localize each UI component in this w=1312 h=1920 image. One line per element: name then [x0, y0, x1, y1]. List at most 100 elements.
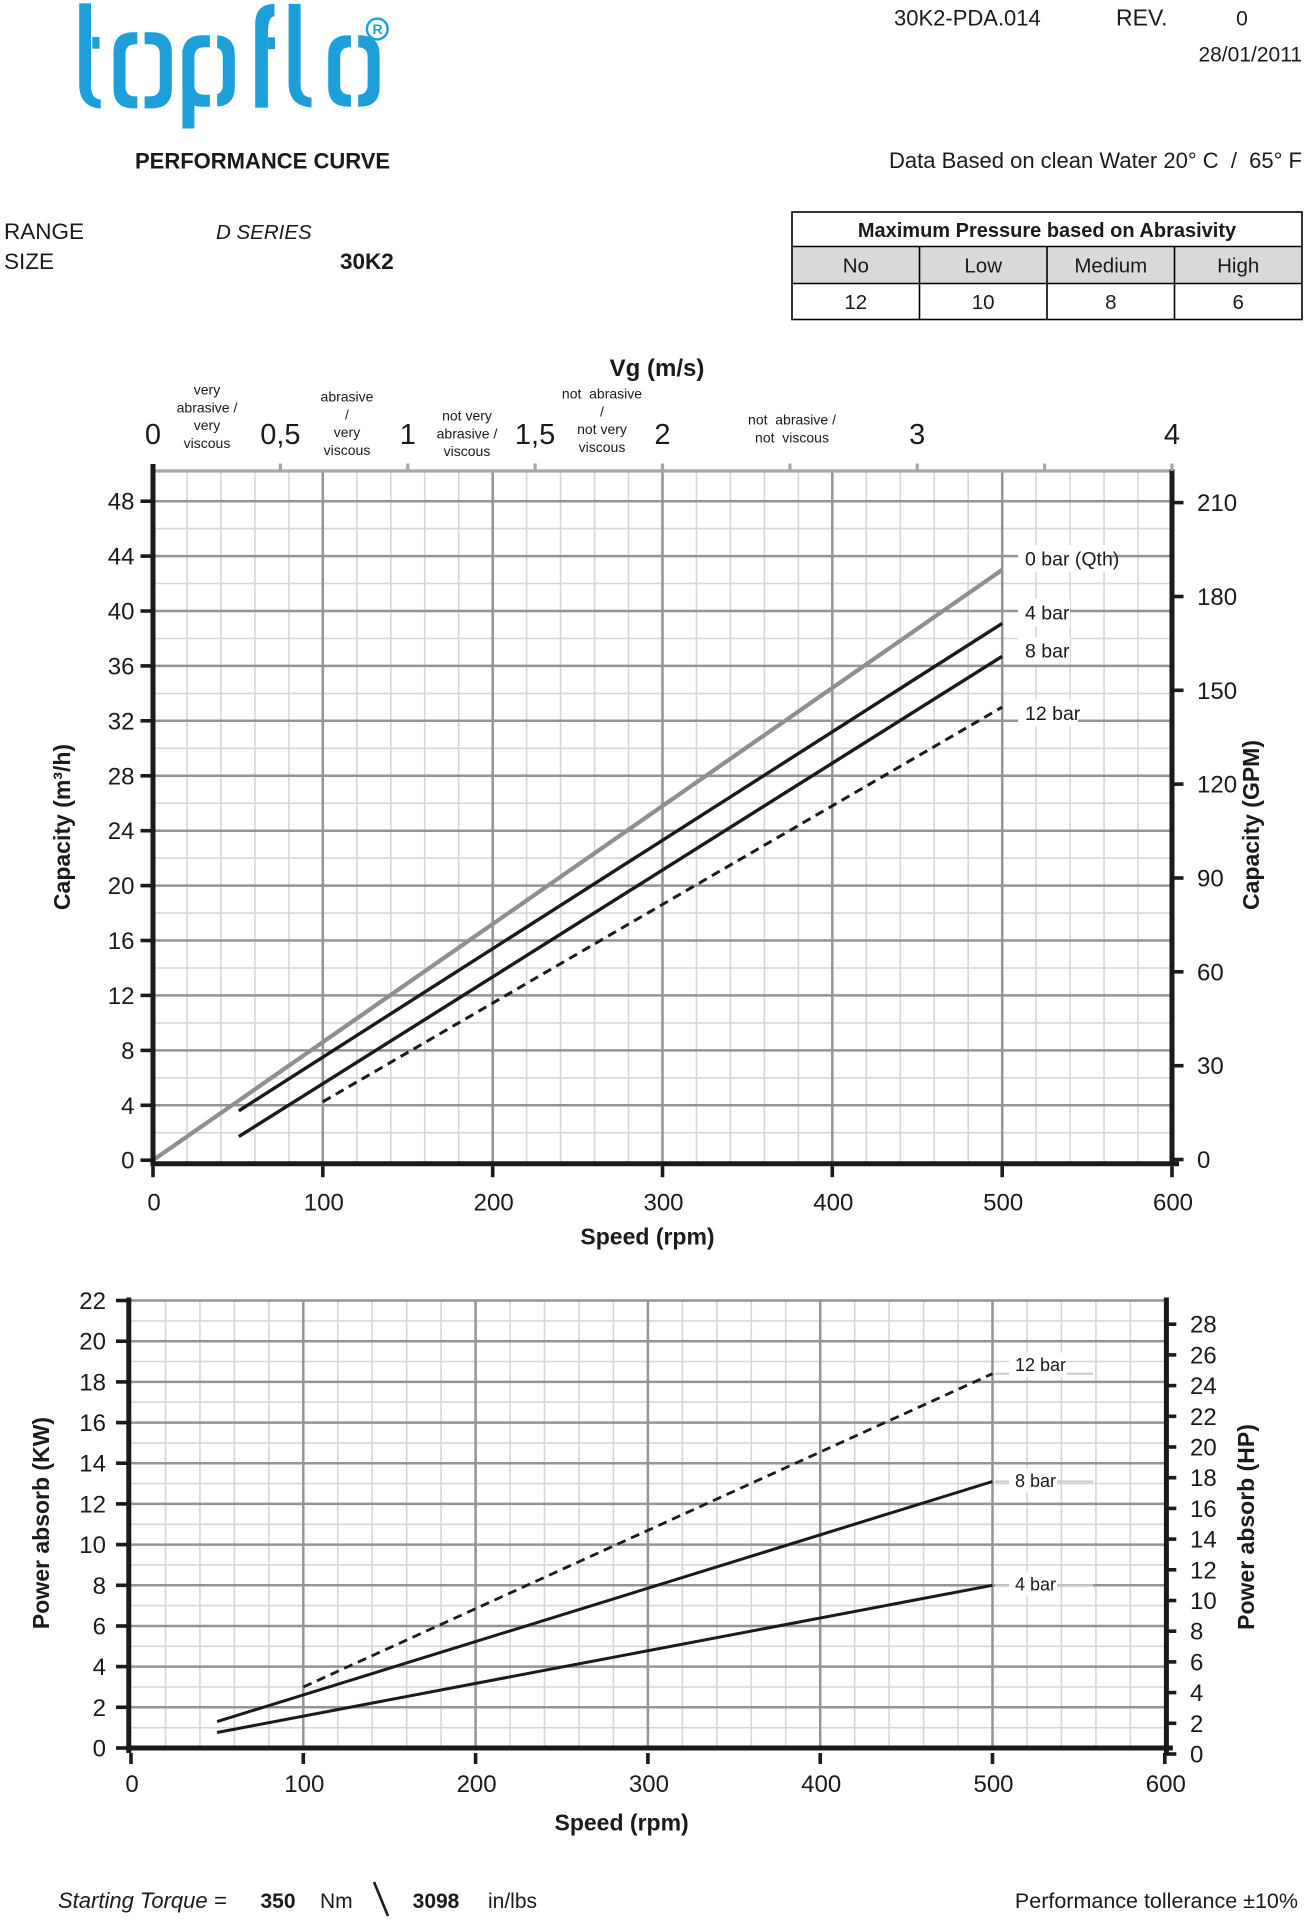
svg-text:abrasive /: abrasive /	[437, 425, 498, 441]
svg-text:22: 22	[1190, 1404, 1217, 1431]
svg-text:0: 0	[147, 1190, 160, 1217]
svg-text:0: 0	[1236, 8, 1248, 31]
svg-text:R: R	[372, 21, 382, 37]
svg-text:48: 48	[108, 489, 135, 516]
svg-text:20: 20	[108, 873, 135, 900]
svg-text:0: 0	[125, 1771, 138, 1798]
svg-text:500: 500	[973, 1771, 1013, 1798]
svg-text:6: 6	[1190, 1649, 1203, 1676]
svg-text:viscous: viscous	[444, 443, 491, 459]
svg-text:500: 500	[983, 1190, 1023, 1217]
svg-text:6: 6	[93, 1614, 106, 1641]
svg-text:600: 600	[1146, 1771, 1186, 1798]
svg-text:2: 2	[1190, 1711, 1203, 1738]
svg-text:20: 20	[1190, 1435, 1217, 1462]
svg-text:very: very	[334, 424, 360, 440]
svg-text:12 bar: 12 bar	[1025, 703, 1081, 725]
svg-text:very: very	[194, 382, 220, 398]
svg-text:12: 12	[844, 291, 867, 314]
svg-text:very: very	[194, 417, 220, 433]
svg-text:8 bar: 8 bar	[1015, 1471, 1056, 1491]
svg-text:Power absorb (KW): Power absorb (KW)	[28, 1417, 54, 1629]
svg-text:Capacity (GPM): Capacity (GPM)	[1238, 740, 1264, 910]
svg-text:350: 350	[260, 1890, 295, 1913]
svg-text:400: 400	[813, 1190, 853, 1217]
svg-text:14: 14	[1190, 1527, 1217, 1554]
svg-text:12: 12	[108, 983, 135, 1010]
svg-text:90: 90	[1197, 866, 1224, 893]
svg-text:210: 210	[1197, 490, 1237, 517]
svg-text:PERFORMANCE CURVE: PERFORMANCE CURVE	[135, 149, 390, 174]
svg-text:1: 1	[400, 419, 416, 451]
svg-text:200: 200	[474, 1190, 514, 1217]
svg-text:10: 10	[972, 291, 995, 314]
svg-text:Nm: Nm	[320, 1890, 353, 1913]
svg-text:0,5: 0,5	[260, 419, 300, 451]
svg-text:18: 18	[1190, 1465, 1217, 1492]
svg-text:8 bar: 8 bar	[1025, 640, 1070, 662]
svg-text:0 bar (Qth): 0 bar (Qth)	[1025, 548, 1119, 570]
svg-text:not viscous: not viscous	[755, 429, 829, 445]
svg-text:22: 22	[79, 1288, 106, 1315]
svg-text:10: 10	[79, 1532, 106, 1559]
svg-text:24: 24	[108, 818, 135, 845]
svg-text:Power absorb (HP): Power absorb (HP)	[1233, 1424, 1259, 1630]
svg-text:8: 8	[93, 1573, 106, 1600]
svg-text:in/lbs: in/lbs	[488, 1890, 537, 1913]
svg-text:20: 20	[79, 1329, 106, 1356]
svg-text:28: 28	[1190, 1312, 1217, 1339]
svg-text:8: 8	[1190, 1619, 1203, 1646]
svg-text:8: 8	[121, 1038, 134, 1065]
svg-text:0: 0	[93, 1736, 106, 1763]
svg-text:100: 100	[284, 1771, 324, 1798]
svg-text:28: 28	[108, 763, 135, 790]
svg-text:3098: 3098	[413, 1890, 460, 1913]
svg-text:viscous: viscous	[324, 442, 371, 458]
svg-text:3: 3	[909, 419, 925, 451]
svg-text:600: 600	[1153, 1190, 1193, 1217]
svg-text:0: 0	[1197, 1147, 1210, 1174]
svg-text:26: 26	[1190, 1342, 1217, 1369]
svg-text:not very: not very	[442, 408, 492, 424]
svg-text:18: 18	[79, 1369, 106, 1396]
svg-text:44: 44	[108, 544, 135, 571]
svg-text:12 bar: 12 bar	[1015, 1355, 1066, 1375]
svg-text:4 bar: 4 bar	[1015, 1575, 1056, 1595]
svg-text:4: 4	[1190, 1680, 1203, 1707]
svg-text:4: 4	[93, 1654, 106, 1681]
svg-text:8: 8	[1105, 291, 1116, 314]
svg-text:32: 32	[108, 708, 135, 735]
svg-text:viscous: viscous	[184, 435, 231, 451]
svg-text:30K2: 30K2	[340, 249, 394, 274]
svg-text:120: 120	[1197, 772, 1237, 799]
svg-text:12: 12	[1190, 1557, 1217, 1584]
svg-text:180: 180	[1197, 584, 1237, 611]
svg-text:Starting Torque =: Starting Torque =	[58, 1888, 227, 1913]
svg-text:2: 2	[654, 419, 670, 451]
svg-text:100: 100	[304, 1190, 344, 1217]
svg-text:4: 4	[1164, 419, 1180, 451]
svg-text:Data Based on clean Water 20°: Data Based on clean Water 20° C / 65° F	[889, 148, 1302, 173]
svg-text:Speed (rpm): Speed (rpm)	[555, 1810, 689, 1836]
svg-text:abrasive /: abrasive /	[177, 399, 238, 415]
svg-text:Maximum Pressure based on Abra: Maximum Pressure based on Abrasivity	[858, 220, 1237, 242]
svg-text:14: 14	[79, 1451, 106, 1478]
svg-text:0: 0	[145, 419, 161, 451]
svg-text:RANGE: RANGE	[4, 219, 84, 244]
svg-text:28/01/2011: 28/01/2011	[1198, 44, 1302, 67]
svg-text:12: 12	[79, 1491, 106, 1518]
svg-text:No: No	[843, 255, 869, 278]
svg-text:0: 0	[1190, 1742, 1203, 1769]
svg-text:2: 2	[93, 1695, 106, 1722]
svg-text:Vg (m/s): Vg (m/s)	[610, 355, 705, 382]
svg-text:Low: Low	[964, 255, 1002, 278]
svg-text:SIZE: SIZE	[4, 249, 54, 274]
svg-text:0: 0	[121, 1148, 134, 1175]
svg-text:REV.: REV.	[1116, 5, 1168, 31]
svg-text:36: 36	[108, 653, 135, 680]
svg-text:10: 10	[1190, 1588, 1217, 1615]
svg-text:D SERIES: D SERIES	[216, 221, 312, 244]
svg-text:abrasive: abrasive	[321, 389, 374, 405]
svg-text:6: 6	[1232, 291, 1243, 314]
svg-text:16: 16	[1190, 1496, 1217, 1523]
